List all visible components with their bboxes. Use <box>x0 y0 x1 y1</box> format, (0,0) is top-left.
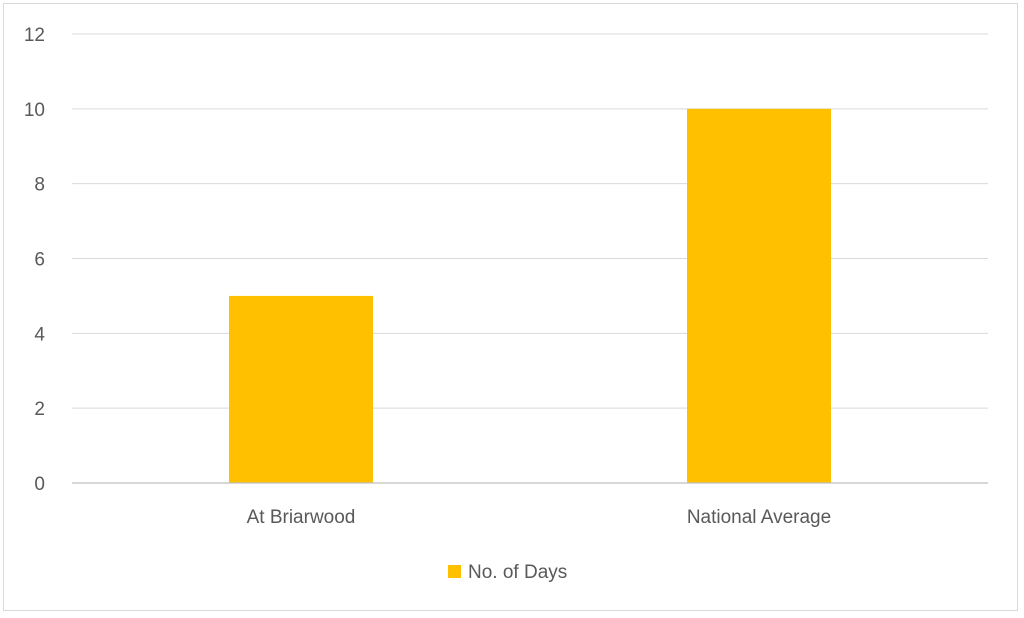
y-tick-label: 10 <box>24 100 45 121</box>
y-tick-label: 2 <box>34 399 45 420</box>
bar <box>229 295 373 483</box>
x-tick-label: National Average <box>687 507 831 528</box>
bars <box>229 108 831 483</box>
legend: No. of Days <box>448 562 567 583</box>
bar <box>687 108 831 483</box>
legend-label: No. of Days <box>468 562 567 583</box>
gridlines <box>72 33 988 409</box>
x-axis-tick-labels: At Briarwood National Average <box>247 507 832 528</box>
chart-area <box>3 3 1018 611</box>
y-axis-tick-labels: 0 2 4 6 8 10 12 <box>24 25 46 495</box>
y-tick-label: 12 <box>24 25 45 46</box>
y-tick-label: 4 <box>34 324 45 345</box>
y-tick-label: 8 <box>34 175 45 196</box>
y-tick-label: 6 <box>34 250 45 271</box>
x-tick-label: At Briarwood <box>247 507 356 528</box>
y-tick-label: 0 <box>34 474 45 495</box>
legend-swatch <box>448 565 461 578</box>
